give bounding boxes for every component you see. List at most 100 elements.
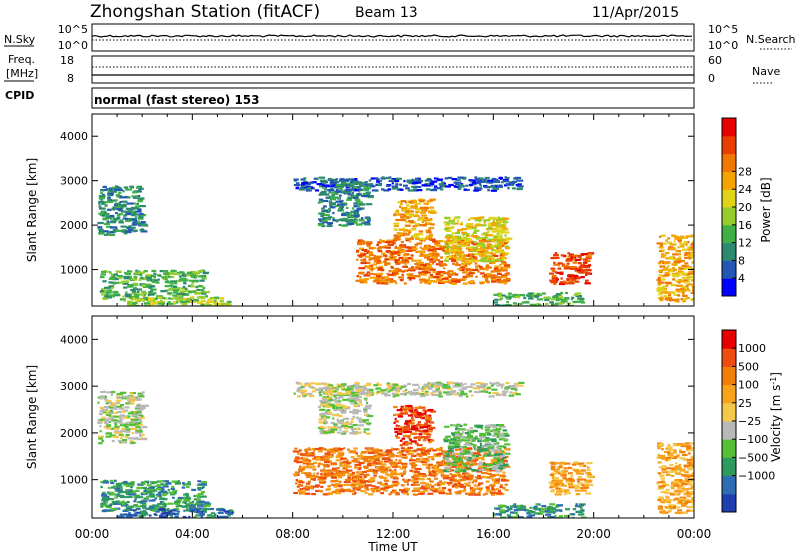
data-cell xyxy=(420,208,428,211)
data-cell xyxy=(327,390,334,393)
data-cell xyxy=(115,270,122,273)
data-cell xyxy=(121,229,128,232)
data-cell xyxy=(320,180,324,183)
data-cell xyxy=(466,385,473,388)
data-cell xyxy=(134,216,138,219)
data-cell xyxy=(214,513,217,516)
data-cell xyxy=(399,461,403,464)
data-cell xyxy=(119,391,127,394)
data-cell xyxy=(407,189,415,192)
data-cell xyxy=(489,246,492,249)
data-cell xyxy=(491,388,498,391)
data-cell xyxy=(458,473,461,476)
y-tick-label: 3000 xyxy=(60,175,88,188)
data-cell xyxy=(411,182,419,185)
data-cell xyxy=(399,183,402,186)
data-cell xyxy=(529,303,537,306)
data-cell xyxy=(385,176,391,180)
data-cell xyxy=(178,278,181,281)
data-cell xyxy=(378,469,383,472)
data-cell xyxy=(372,478,375,481)
data-cell xyxy=(401,258,405,262)
data-cell xyxy=(131,420,138,423)
data-cell xyxy=(120,298,126,301)
data-cell xyxy=(444,177,449,180)
data-cell xyxy=(358,419,364,422)
data-cell xyxy=(298,467,306,470)
data-cell xyxy=(440,446,443,450)
data-cell xyxy=(491,180,496,184)
data-cell xyxy=(174,509,178,512)
data-cell xyxy=(330,384,334,387)
data-cell xyxy=(105,402,109,405)
data-cell xyxy=(375,462,383,465)
data-cell xyxy=(98,202,101,205)
data-cell xyxy=(462,282,468,285)
data-cell xyxy=(356,403,363,406)
data-cell xyxy=(483,219,490,222)
data-cell xyxy=(106,296,113,299)
data-cell xyxy=(330,472,334,475)
data-cell xyxy=(481,246,486,249)
colorbar-swatch xyxy=(722,207,736,226)
data-cell xyxy=(449,387,453,390)
data-cell xyxy=(574,280,580,283)
data-cell xyxy=(329,430,335,433)
data-cell xyxy=(519,302,523,306)
data-cell xyxy=(140,420,143,423)
data-cell xyxy=(140,493,143,496)
data-cell xyxy=(125,506,130,509)
data-cell xyxy=(426,237,429,240)
data-cell xyxy=(497,304,502,306)
data-cell xyxy=(202,486,205,489)
data-cell xyxy=(490,227,498,230)
data-cell xyxy=(383,246,388,249)
data-cell xyxy=(325,185,328,188)
data-cell xyxy=(677,281,681,284)
data-cell xyxy=(105,506,112,509)
data-cell xyxy=(401,273,404,276)
data-cell xyxy=(406,273,411,276)
data-cell xyxy=(572,278,577,281)
data-cell xyxy=(166,511,171,514)
data-cell xyxy=(359,252,364,255)
data-cell xyxy=(450,222,456,225)
data-cell xyxy=(313,177,319,180)
data-cell xyxy=(106,401,113,404)
data-cell xyxy=(497,458,503,461)
data-cell xyxy=(409,393,417,396)
data-cell xyxy=(454,185,461,188)
data-cell xyxy=(391,386,396,389)
data-cell xyxy=(302,386,306,389)
data-cell xyxy=(397,201,403,204)
data-cell xyxy=(404,263,407,267)
data-cell xyxy=(479,259,487,262)
data-cell xyxy=(473,452,480,455)
data-cell xyxy=(325,218,331,221)
data-cell xyxy=(436,178,443,181)
data-cell xyxy=(485,266,492,269)
data-cell xyxy=(385,278,390,281)
data-cell xyxy=(324,397,331,400)
y-tick-label: 2000 xyxy=(60,219,88,232)
data-cell xyxy=(430,223,435,226)
data-cell xyxy=(129,514,132,517)
data-cell xyxy=(343,190,348,193)
data-cell xyxy=(103,419,110,422)
data-cell xyxy=(214,304,220,306)
data-cell xyxy=(382,453,386,456)
data-cell xyxy=(361,249,367,252)
data-cell xyxy=(415,189,423,192)
data-cell xyxy=(117,501,122,504)
data-cell xyxy=(163,504,167,507)
data-cell xyxy=(444,228,449,231)
data-cell xyxy=(480,237,488,240)
data-cell xyxy=(341,423,345,426)
data-cell xyxy=(301,492,308,495)
data-cell xyxy=(384,258,390,261)
data-cell xyxy=(508,394,515,397)
data-cell xyxy=(200,515,203,518)
data-cell xyxy=(663,290,668,293)
data-cell xyxy=(660,268,668,272)
data-cell xyxy=(399,250,406,253)
